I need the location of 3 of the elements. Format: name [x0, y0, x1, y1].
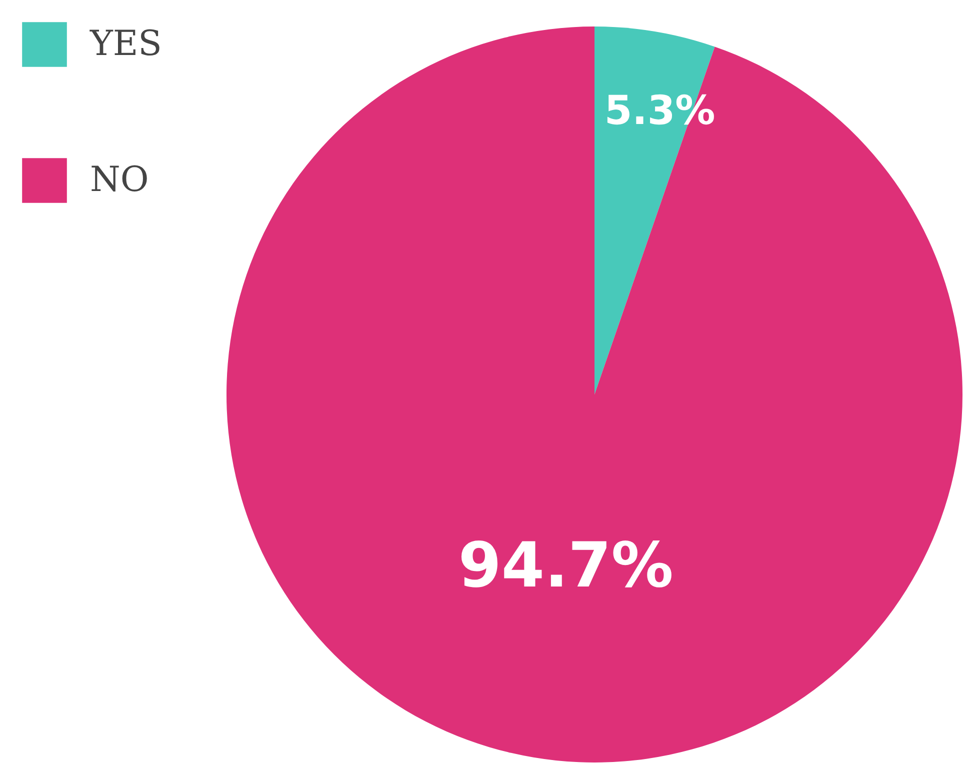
- data-label: 94.7%: [458, 528, 674, 602]
- legend-label: NO: [90, 160, 149, 200]
- legend-label: YES: [90, 24, 162, 64]
